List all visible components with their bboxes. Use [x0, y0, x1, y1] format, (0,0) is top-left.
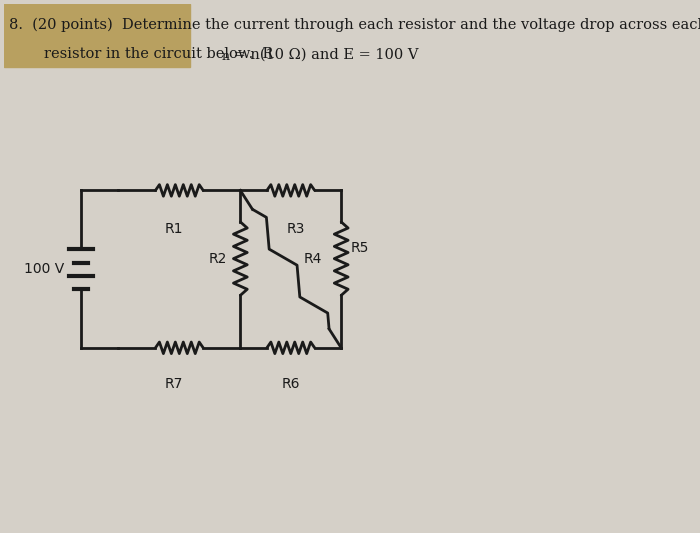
Text: R6: R6 — [281, 377, 300, 391]
Text: R1: R1 — [164, 222, 183, 236]
Text: R5: R5 — [351, 241, 369, 255]
Text: R2: R2 — [209, 252, 227, 265]
Text: n: n — [222, 50, 230, 63]
Text: 8.  (20 points)  Determine the current through each resistor and the voltage dro: 8. (20 points) Determine the current thr… — [10, 17, 700, 31]
Text: R4: R4 — [304, 252, 323, 265]
Text: R7: R7 — [164, 377, 183, 391]
Bar — [4, 4, 190, 67]
Text: R3: R3 — [287, 222, 305, 236]
Text: 100 V: 100 V — [24, 262, 64, 276]
Text: = n(10 Ω) and E = 100 V: = n(10 Ω) and E = 100 V — [229, 47, 418, 61]
Text: resistor in the circuit below.  R: resistor in the circuit below. R — [44, 47, 273, 61]
